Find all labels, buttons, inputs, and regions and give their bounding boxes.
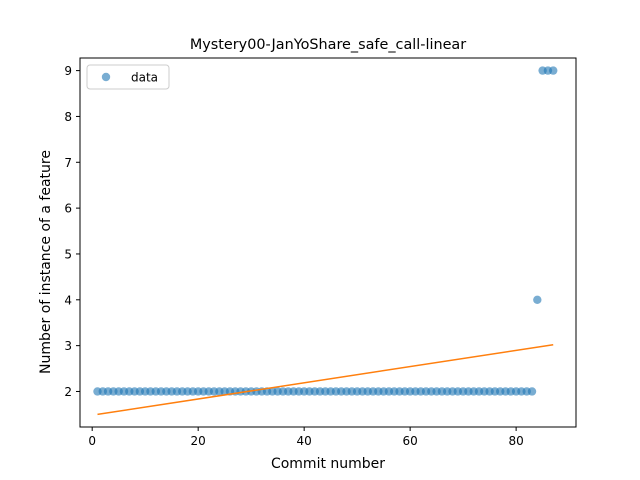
plot-frame <box>79 57 577 428</box>
data-point <box>533 295 542 304</box>
y-tick-label: 3 <box>64 339 72 353</box>
legend-label: data <box>131 71 158 85</box>
y-tick-label: 9 <box>64 64 72 78</box>
x-tick-label: 80 <box>508 434 523 448</box>
data-point <box>549 66 558 75</box>
y-axis-label: Number of instance of a feature <box>38 150 54 374</box>
y-axis: 2 3 4 5 6 7 8 9 <box>64 64 80 399</box>
fit-line <box>97 343 554 416</box>
x-axis: 0 20 40 60 80 <box>88 427 524 448</box>
y-tick-label: 7 <box>64 156 72 170</box>
x-tick-label: 20 <box>191 434 206 448</box>
y-tick-label: 6 <box>64 202 72 216</box>
y-tick-label: 8 <box>64 110 72 124</box>
x-tick-label: 60 <box>402 434 417 448</box>
legend: data <box>86 64 170 90</box>
legend-marker <box>101 72 111 82</box>
x-axis-label: Commit number <box>271 456 385 472</box>
y-tick-label: 5 <box>64 247 72 261</box>
legend-box <box>86 64 170 90</box>
y-tick-label: 2 <box>64 385 72 399</box>
chart-title: Mystery00-JanYoShare_safe_call-linear <box>190 37 466 53</box>
plot-area <box>79 57 577 428</box>
x-tick-label: 40 <box>297 434 312 448</box>
x-tick-label: 0 <box>88 434 96 448</box>
y-tick-label: 4 <box>64 293 72 307</box>
data-point <box>527 387 537 396</box>
